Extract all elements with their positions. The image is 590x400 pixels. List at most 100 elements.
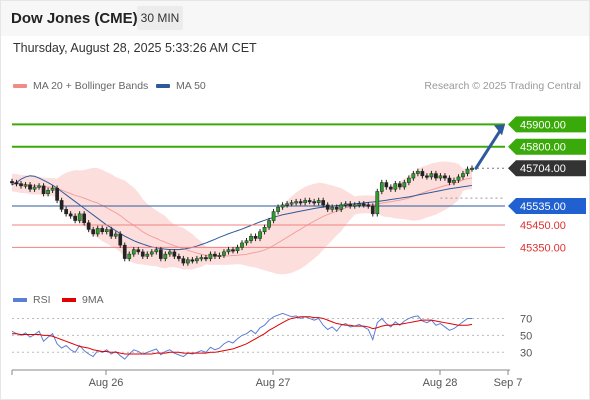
level-label: 45535.00: [520, 201, 566, 213]
candle-down: [366, 204, 371, 207]
candle-down: [10, 181, 14, 184]
ma20-line: [11, 177, 473, 257]
level-tag: [508, 116, 586, 133]
candle-up: [271, 211, 276, 221]
candle-up: [402, 182, 407, 188]
candle-down: [64, 209, 68, 215]
candle-up: [465, 168, 470, 174]
candle-down: [388, 186, 393, 190]
rsi-ma-line: [12, 316, 473, 355]
candle-up: [316, 200, 321, 203]
candle-down: [14, 182, 19, 185]
candle-up: [294, 201, 298, 204]
candle-down: [307, 200, 312, 203]
candle-down: [325, 204, 330, 210]
candle-down: [59, 200, 64, 210]
candle-down: [443, 175, 447, 179]
candle-up: [222, 251, 226, 256]
candle-down: [28, 184, 32, 190]
rsi-tick-label: 50: [520, 330, 532, 342]
candle-down: [231, 249, 235, 252]
level-label: 45900.00: [520, 119, 566, 131]
top-bar: [0, 0, 590, 36]
candle-up: [393, 183, 398, 190]
x-tick-label: Sep 7: [494, 377, 523, 389]
candle-up: [407, 177, 411, 183]
candle-down: [172, 251, 177, 257]
candle-down: [190, 259, 195, 262]
legend-rsi: RSI: [13, 294, 51, 306]
candle-up: [46, 190, 50, 194]
candle-down: [361, 203, 366, 206]
rsi-line: [11, 312, 472, 360]
candle-up: [303, 200, 307, 203]
candle-down: [181, 258, 186, 264]
candle-down: [140, 251, 145, 257]
timeframe-button[interactable]: 30 MIN: [137, 6, 183, 30]
candle-up: [416, 171, 420, 174]
candle-up: [154, 249, 159, 253]
candle-up: [267, 220, 271, 228]
candle-up: [285, 203, 289, 206]
candle-up: [131, 249, 136, 255]
candle-down: [55, 187, 59, 201]
candle-up: [208, 253, 213, 259]
candle-down: [348, 203, 353, 207]
level-label: 45350.00: [520, 242, 566, 254]
candle-up: [244, 240, 249, 244]
candle-up: [167, 251, 172, 255]
candle-up: [379, 182, 384, 192]
candle-up: [339, 204, 344, 210]
candle-up: [163, 253, 168, 259]
level-tag: [508, 198, 586, 215]
candle-down: [136, 249, 141, 253]
legend-rsi-label: RSI: [33, 294, 51, 306]
candle-down: [100, 228, 105, 232]
level-tag: [508, 138, 586, 155]
legend-ma50: MA 50: [156, 80, 206, 92]
candle-up: [330, 206, 335, 210]
candle-down: [19, 183, 23, 187]
candle-down: [397, 183, 402, 188]
candle-down: [204, 257, 208, 260]
candle-down: [73, 215, 77, 221]
x-tick-label: Aug 28: [423, 377, 458, 389]
candle-down: [298, 201, 303, 204]
candle-down: [91, 229, 96, 235]
candle-down: [68, 213, 73, 217]
rsi-tick-label: 30: [520, 347, 532, 359]
projection-arrow: [474, 127, 503, 170]
candle-up: [289, 202, 294, 205]
candle-up: [199, 257, 204, 260]
legend-bollinger-label: MA 20 + Bollinger Bands: [33, 80, 149, 92]
candle-down: [334, 206, 339, 210]
candle-up: [258, 231, 262, 239]
bollinger-swatch: [13, 84, 27, 89]
candle-up: [276, 206, 280, 212]
candle-up: [145, 253, 150, 257]
candle-down: [158, 249, 163, 259]
rsi-swatch: [13, 298, 27, 303]
projection-arrow-head: [494, 124, 505, 136]
legend-ma50-label: MA 50: [176, 80, 206, 92]
x-tick-label: Aug 26: [89, 377, 124, 389]
candle-down: [370, 205, 375, 215]
candle-up: [127, 253, 132, 259]
legend-bollinger: MA 20 + Bollinger Bands: [13, 80, 148, 92]
candle-up: [352, 204, 357, 207]
candle-up: [461, 173, 465, 178]
bollinger-band: [12, 161, 472, 275]
candle-up: [411, 173, 416, 179]
datetime-label: Thursday, August 28, 2025 5:33:26 AM CET: [13, 41, 257, 55]
rsi-tick-label: 70: [520, 313, 532, 325]
candle-down: [312, 201, 317, 204]
candle-up: [470, 167, 474, 170]
candle-down: [425, 175, 429, 178]
candle-down: [447, 177, 452, 183]
candle-up: [195, 258, 199, 262]
candle-up: [280, 204, 285, 208]
candle-down: [321, 200, 326, 206]
ma50-swatch: [156, 84, 170, 89]
candle-down: [82, 213, 87, 224]
